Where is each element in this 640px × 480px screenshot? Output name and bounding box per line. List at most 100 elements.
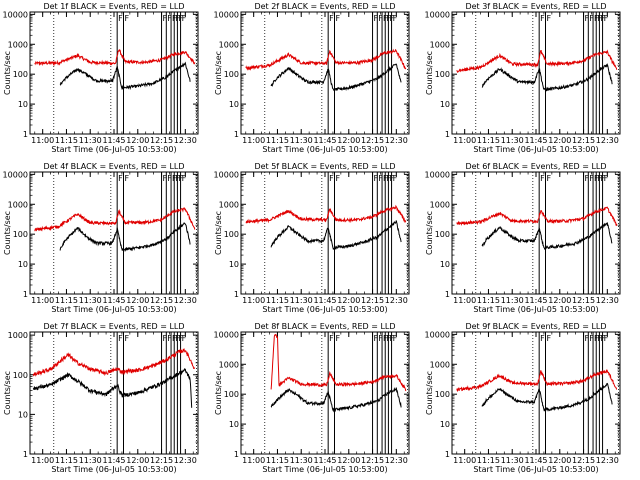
x-tick-label: 11:00 xyxy=(242,456,265,465)
x-tick-label: 12:30 xyxy=(174,456,197,465)
interval-label: F xyxy=(336,334,341,343)
x-tick-label: 11:00 xyxy=(242,136,265,145)
x-tick-label: 11:45 xyxy=(524,136,547,145)
x-tick-label: 11:00 xyxy=(453,296,476,305)
x-tick-label: 11:30 xyxy=(501,456,524,465)
panel-title: Det 7f BLACK = Events, RED = LLD xyxy=(43,322,184,331)
y-tick-label: 10000 xyxy=(3,10,28,19)
detector-panel: Det 6f BLACK = Events, RED = LLD Counts/s… xyxy=(425,162,621,314)
detector-panel: Det 7f BLACK = Events, RED = LLD Counts/s… xyxy=(3,322,199,474)
x-tick-label: 12:00 xyxy=(337,296,360,305)
x-tick-label: 11:45 xyxy=(102,136,125,145)
y-tick-label: 10000 xyxy=(214,10,239,19)
x-tick-label: 11:00 xyxy=(31,296,54,305)
lld-series-line xyxy=(456,368,618,392)
lld-series-line xyxy=(34,49,196,67)
interval-label: F xyxy=(589,174,594,183)
detector-panel: Det 5f BLACK = Events, RED = LLD Counts/s… xyxy=(214,162,410,314)
events-series-line xyxy=(481,222,613,251)
y-tick-label: 10 xyxy=(440,420,450,429)
x-tick-label: 11:00 xyxy=(453,456,476,465)
x-tick-label: 11:30 xyxy=(501,296,524,305)
x-axis-label: Start Time (06-Jul-05 10:53:00) xyxy=(51,145,176,154)
y-tick-label: 10 xyxy=(18,260,28,269)
y-tick-label: 1 xyxy=(445,130,450,139)
x-tick-label: 12:00 xyxy=(126,296,149,305)
interval-label: F xyxy=(604,174,609,183)
interval-label: F xyxy=(163,334,168,343)
y-axis-label: Counts/sec xyxy=(425,211,434,255)
x-tick-label: 12:15 xyxy=(572,456,595,465)
x-tick-label: 12:00 xyxy=(126,136,149,145)
x-tick-label: 12:15 xyxy=(572,296,595,305)
y-tick-label: 1000 xyxy=(8,40,28,49)
detector-panel: Det 4f BLACK = Events, RED = LLD Counts/s… xyxy=(3,162,199,314)
x-tick-label: 12:30 xyxy=(596,296,619,305)
x-tick-label: 12:30 xyxy=(385,456,408,465)
x-tick-label: 12:00 xyxy=(548,296,571,305)
y-axis-label: Counts/sec xyxy=(214,211,223,255)
interval-label: F xyxy=(547,14,552,23)
events-series-line xyxy=(270,387,402,413)
y-tick-label: 10000 xyxy=(214,330,239,339)
x-tick-label: 11:45 xyxy=(313,296,336,305)
y-axis-label: Counts/sec xyxy=(3,211,12,255)
y-tick-label: 1 xyxy=(234,290,239,299)
interval-label: F xyxy=(182,174,187,183)
x-tick-label: 11:15 xyxy=(55,136,78,145)
x-axis-label: Start Time (06-Jul-05 10:53:00) xyxy=(262,305,387,314)
y-axis-label: Counts/sec xyxy=(425,51,434,95)
panel-title: Det 3f BLACK = Events, RED = LLD xyxy=(465,2,606,11)
x-tick-label: 12:15 xyxy=(361,296,384,305)
panel-title: Det 2f BLACK = Events, RED = LLD xyxy=(254,2,395,11)
x-tick-label: 11:15 xyxy=(55,296,78,305)
y-tick-label: 1000 xyxy=(430,40,450,49)
interval-label: F xyxy=(163,174,168,183)
events-series-line xyxy=(32,367,193,408)
x-tick-label: 11:15 xyxy=(477,296,500,305)
interval-label: F xyxy=(163,14,168,23)
y-tick-label: 10 xyxy=(18,100,28,109)
events-series-line xyxy=(59,61,191,91)
panel-title: Det 6f BLACK = Events, RED = LLD xyxy=(465,162,606,171)
x-tick-label: 12:15 xyxy=(150,296,173,305)
lld-series-line xyxy=(245,48,407,71)
interval-label: F xyxy=(336,174,341,183)
plot-frame xyxy=(240,171,410,295)
x-tick-label: 11:15 xyxy=(266,136,289,145)
x-tick-label: 12:00 xyxy=(337,456,360,465)
x-tick-label: 11:00 xyxy=(31,456,54,465)
lld-series-line xyxy=(34,207,196,232)
x-axis-label: Start Time (06-Jul-05 10:53:00) xyxy=(473,465,598,474)
x-tick-label: 11:45 xyxy=(524,296,547,305)
x-tick-label: 12:30 xyxy=(174,136,197,145)
y-tick-label: 1000 xyxy=(430,200,450,209)
interval-label: F xyxy=(393,334,398,343)
interval-label: F xyxy=(374,174,379,183)
y-tick-label: 100 xyxy=(13,371,28,380)
x-tick-label: 11:15 xyxy=(55,456,78,465)
x-tick-label: 12:15 xyxy=(361,136,384,145)
x-tick-label: 11:30 xyxy=(290,456,313,465)
events-series-line xyxy=(270,63,402,92)
x-tick-label: 11:30 xyxy=(79,136,102,145)
interval-label: F xyxy=(182,14,187,23)
y-tick-label: 100 xyxy=(224,390,239,399)
y-tick-label: 10 xyxy=(229,420,239,429)
x-tick-label: 12:30 xyxy=(174,296,197,305)
y-axis-label: Counts/sec xyxy=(3,371,12,415)
interval-label: F xyxy=(118,174,123,183)
interval-label: F xyxy=(378,334,383,343)
events-series-line xyxy=(481,382,613,412)
x-tick-label: 11:00 xyxy=(31,136,54,145)
y-tick-label: 100 xyxy=(224,230,239,239)
detector-panel: Det 1f BLACK = Events, RED = LLD Counts/s… xyxy=(3,2,199,154)
y-tick-label: 100 xyxy=(224,70,239,79)
panel-title: Det 1f BLACK = Events, RED = LLD xyxy=(43,2,184,11)
x-tick-label: 11:00 xyxy=(453,136,476,145)
y-tick-label: 1000 xyxy=(219,360,239,369)
y-tick-label: 1000 xyxy=(219,40,239,49)
y-tick-label: 10000 xyxy=(425,170,450,179)
y-tick-label: 1 xyxy=(445,290,450,299)
